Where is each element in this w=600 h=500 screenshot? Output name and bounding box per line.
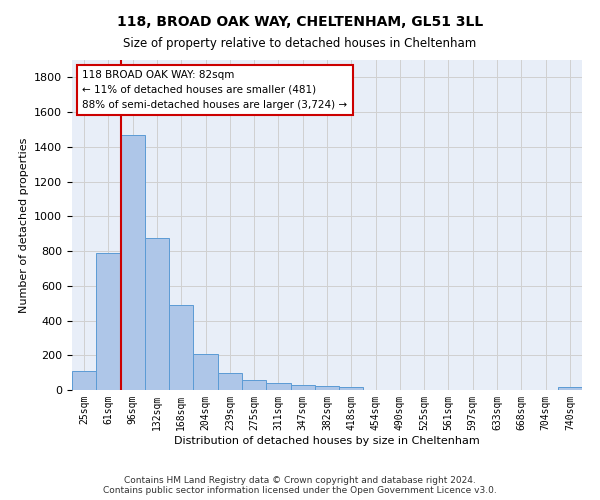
Bar (315, 386, 339, 390)
Bar (290, 385, 315, 390)
Bar (242, 380, 266, 390)
Text: Size of property relative to detached houses in Cheltenham: Size of property relative to detached ho… (124, 38, 476, 51)
Y-axis label: Number of detached properties: Number of detached properties (19, 138, 29, 312)
Text: 118, BROAD OAK WAY, CHELTENHAM, GL51 3LL: 118, BROAD OAK WAY, CHELTENHAM, GL51 3LL (117, 15, 483, 29)
Bar (193, 354, 218, 390)
Bar (266, 383, 290, 390)
Bar (96, 253, 121, 390)
Text: Contains HM Land Registry data © Crown copyright and database right 2024.
Contai: Contains HM Land Registry data © Crown c… (103, 476, 497, 495)
Text: 118 BROAD OAK WAY: 82sqm
← 11% of detached houses are smaller (481)
88% of semi-: 118 BROAD OAK WAY: 82sqm ← 11% of detach… (82, 70, 347, 110)
Bar (218, 372, 242, 390)
Bar (145, 238, 169, 390)
Bar (169, 305, 193, 390)
Bar (72, 371, 96, 390)
X-axis label: Distribution of detached houses by size in Cheltenham: Distribution of detached houses by size … (174, 436, 480, 446)
Bar (339, 387, 364, 390)
Bar (558, 388, 582, 390)
Bar (121, 134, 145, 390)
